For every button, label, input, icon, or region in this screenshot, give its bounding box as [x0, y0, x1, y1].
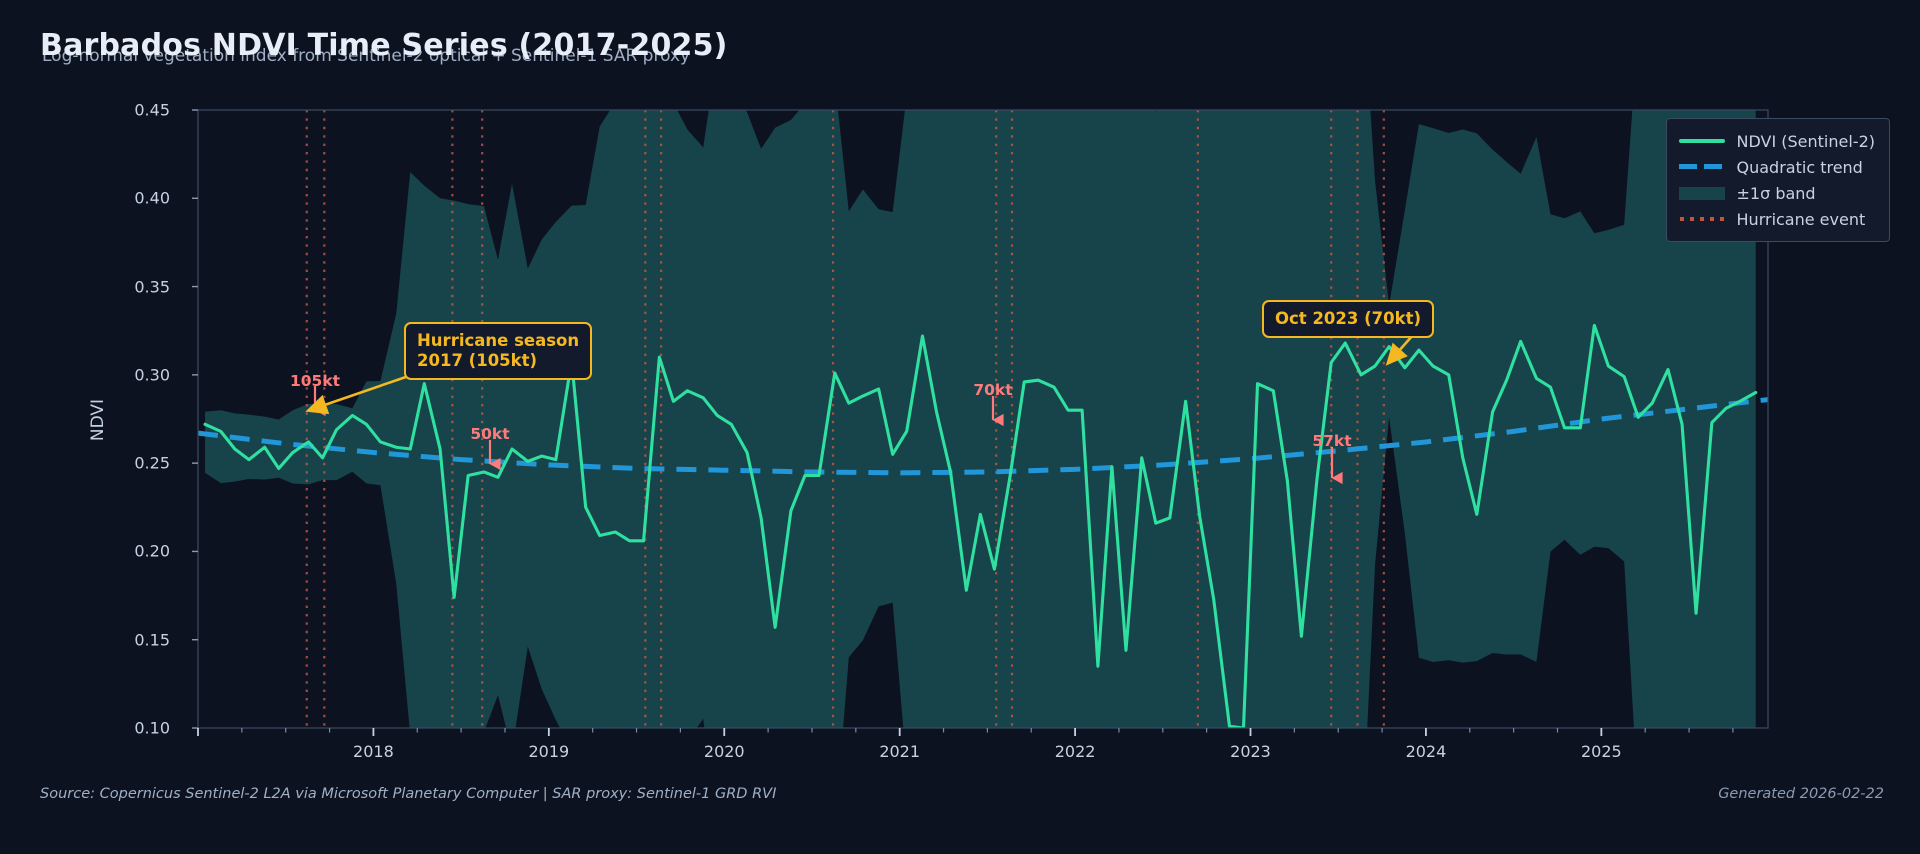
x-tick-label: 2021	[879, 742, 921, 761]
chart-title: Barbados NDVI Time Series (2017-2025)	[40, 28, 728, 63]
x-tick-label: 2018	[353, 742, 394, 761]
y-tick-label: 0.25	[134, 453, 170, 473]
x-tick-label: 2024	[1405, 742, 1447, 761]
x-tick-label: 2023	[1230, 742, 1271, 761]
legend-line-icon	[1678, 134, 1725, 148]
legend-item[interactable]: NDVI (Sentinel-2)	[1678, 128, 1875, 154]
footer-source: Source: Copernicus Sentinel-2 L2A via Mi…	[40, 786, 777, 802]
legend-item-label: Quadratic trend	[1736, 157, 1863, 177]
y-tick-label: 0.45	[134, 100, 170, 120]
hurricane-kt-label: 57kt	[1312, 432, 1352, 450]
legend-item[interactable]: Quadratic trend	[1678, 154, 1875, 180]
legend-item-label: ±1σ band	[1736, 183, 1816, 203]
footer-generated: Generated 2026-02-22	[1718, 786, 1884, 802]
y-tick-label: 0.30	[134, 365, 170, 385]
hurricane-kt-label: 105kt	[289, 372, 341, 390]
legend-item-label: Hurricane event	[1736, 209, 1866, 229]
legend-patch-icon	[1678, 186, 1725, 200]
legend-item[interactable]: ±1σ band	[1678, 180, 1875, 206]
x-tick-label: 2025	[1580, 742, 1622, 761]
legend-dashed-icon	[1678, 160, 1725, 174]
y-tick-label: 0.35	[134, 277, 170, 297]
y-axis-label: NDVI	[88, 398, 108, 442]
chart-subtitle: Log-normal vegetation index from Sentine…	[42, 46, 691, 66]
y-tick-label: 0.10	[134, 718, 170, 738]
y-tick-label: 0.20	[134, 541, 170, 561]
legend-item[interactable]: Hurricane event	[1679, 206, 1875, 232]
hurricane-kt-label: 70kt	[973, 381, 1013, 399]
y-axis-ticks: 0.10 0.15 0.20 0.25 0.30 0.35 0.40 0.45	[110, 0, 170, 854]
chart-legend: NDVI (Sentinel-2) Quadratic trend ±1σ band…	[1665, 118, 1890, 242]
x-tick-label: 2022	[1054, 742, 1096, 761]
legend-item-label: NDVI (Sentinel-2)	[1736, 131, 1875, 151]
x-tick-label: 2020	[703, 742, 745, 761]
hurricane-kt-label: 50kt	[470, 425, 510, 443]
legend-dotted-icon	[1679, 212, 1726, 226]
y-tick-label: 0.40	[134, 188, 170, 208]
x-tick-label: 2019	[528, 742, 570, 761]
y-tick-label: 0.15	[134, 630, 170, 650]
annotation-oct-2023: Oct 2023 (70kt)	[1262, 300, 1435, 339]
annotation-hurricane-2017: Hurricane season 2017 (105kt)	[404, 322, 593, 381]
